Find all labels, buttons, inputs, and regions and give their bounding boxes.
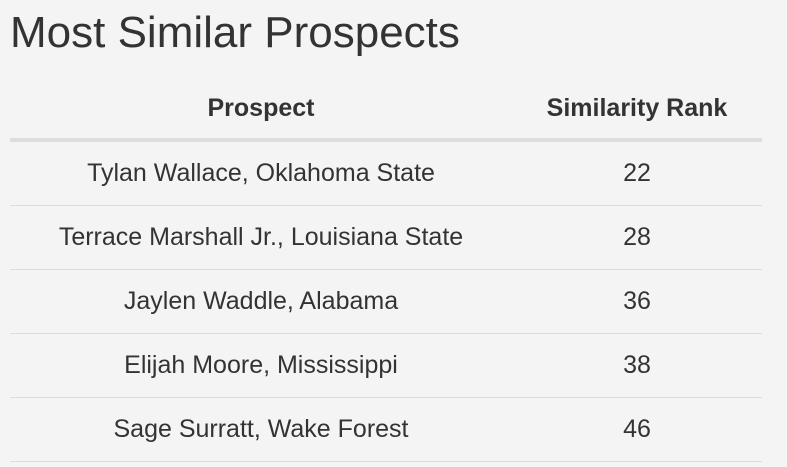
table-cell: 46 bbox=[512, 397, 762, 462]
table-row: Tylan Wallace, Oklahoma State 22 bbox=[10, 140, 762, 206]
table-cell: Elijah Moore, Mississippi bbox=[10, 333, 512, 398]
table-cell: 28 bbox=[512, 205, 762, 270]
column-header: Prospect bbox=[10, 78, 512, 142]
column-header: Similarity Rank bbox=[512, 78, 762, 142]
table-cell: Sage Surratt, Wake Forest bbox=[10, 397, 512, 462]
page-title: Most Similar Prospects bbox=[10, 8, 460, 57]
table-cell: 38 bbox=[512, 333, 762, 398]
table-row: Terrace Marshall Jr., Louisiana State 28 bbox=[10, 205, 762, 270]
table-cell: Terrace Marshall Jr., Louisiana State bbox=[10, 205, 512, 270]
table-cell: Tylan Wallace, Oklahoma State bbox=[10, 140, 512, 206]
table-cell: Jaylen Waddle, Alabama bbox=[10, 269, 512, 334]
header-row: Prospect Similarity Rank bbox=[10, 78, 762, 142]
table-cell: 22 bbox=[512, 140, 762, 206]
table-row: Elijah Moore, Mississippi 38 bbox=[10, 333, 762, 398]
prospect-table: Prospect Similarity Rank Tylan Wallace, O… bbox=[10, 78, 762, 462]
table-cell: 36 bbox=[512, 269, 762, 334]
table-row: Sage Surratt, Wake Forest 46 bbox=[10, 397, 762, 462]
table-row: Jaylen Waddle, Alabama 36 bbox=[10, 269, 762, 334]
